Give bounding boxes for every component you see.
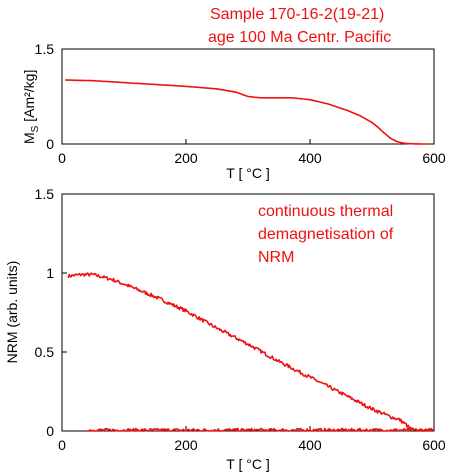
nrm-xtick-label: 0 <box>58 437 66 453</box>
ms-xlabel: T [ °C ] <box>226 165 269 181</box>
ms-xtick-label: 400 <box>298 150 322 166</box>
ms-plot: MS [Am²/kg] T [ °C ] 0 200 400 600 0 1.5 <box>21 41 446 181</box>
annotation-line-1: continuous thermal <box>258 203 393 220</box>
ms-ytick-label: 0 <box>46 136 54 152</box>
title-line-1: Sample 170-16-2(19-21) <box>210 6 384 23</box>
nrm-series-line-1 <box>86 427 435 432</box>
nrm-xlabel: T [ °C ] <box>226 456 269 472</box>
ms-series-line-0 <box>65 79 428 145</box>
annotation-line-3: NRM <box>258 249 294 266</box>
nrm-series-line-0 <box>67 272 429 432</box>
annotation-line-2: demagnetisation of <box>258 226 394 243</box>
nrm-ytick-label: 0 <box>46 423 54 439</box>
nrm-plot: NRM (arb. units) T [ °C ] 0 200 400 600 0 0.5… <box>4 186 446 472</box>
ms-xtick-label: 0 <box>58 150 66 166</box>
nrm-xtick-label: 200 <box>174 437 198 453</box>
nrm-ytick-label: 1 <box>46 265 54 281</box>
nrm-ytick-label: 1.5 <box>35 186 55 202</box>
ms-xtick-label: 200 <box>174 150 198 166</box>
ms-ylabel: MS [Am²/kg] <box>21 70 41 144</box>
ms-plot-frame <box>61 48 435 145</box>
nrm-ylabel: NRM (arb. units) <box>4 261 20 364</box>
ms-ytick-label: 1.5 <box>35 41 55 57</box>
nrm-xtick-label: 600 <box>422 437 446 453</box>
nrm-xtick-label: 400 <box>298 437 322 453</box>
nrm-ytick-label: 0.5 <box>35 344 55 360</box>
ms-xtick-label: 600 <box>422 150 446 166</box>
title-line-2: age 100 Ma Centr. Pacific <box>208 29 391 46</box>
